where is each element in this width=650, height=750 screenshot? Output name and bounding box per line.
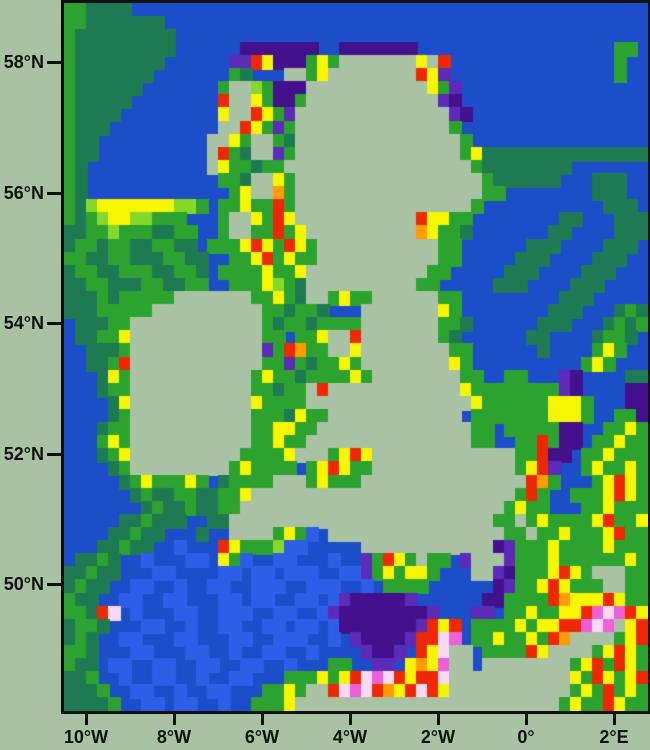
- lon-tick-mark: [261, 714, 264, 725]
- map-frame: [61, 0, 650, 714]
- lon-tick-mark: [437, 714, 440, 725]
- lon-tick-mark: [613, 714, 616, 725]
- lat-tick-label: 50°N: [3, 574, 44, 594]
- lon-tick-label: 6°W: [244, 727, 280, 747]
- map-canvas: [64, 3, 648, 711]
- lon-tick-mark: [525, 714, 528, 725]
- lon-tick-label: 8°W: [156, 727, 192, 747]
- lat-tick-mark: [47, 583, 61, 586]
- lon-tick-label: 0°: [517, 727, 535, 747]
- lat-tick-mark: [47, 322, 61, 325]
- lat-tick-mark: [47, 192, 61, 195]
- lon-tick-label: 2°E: [599, 727, 629, 747]
- lon-tick-mark: [85, 714, 88, 725]
- lon-tick-mark: [173, 714, 176, 725]
- lat-tick-mark: [47, 453, 61, 456]
- lat-tick-label: 58°N: [3, 52, 44, 72]
- lon-tick-label: 4°W: [332, 727, 368, 747]
- lat-tick-label: 54°N: [3, 313, 44, 333]
- lon-tick-label: 10°W: [63, 727, 109, 747]
- lon-tick-mark: [349, 714, 352, 725]
- lat-tick-label: 52°N: [3, 444, 44, 464]
- lon-tick-label: 2°W: [420, 727, 456, 747]
- lat-tick-label: 56°N: [3, 183, 44, 203]
- lat-tick-mark: [47, 61, 61, 64]
